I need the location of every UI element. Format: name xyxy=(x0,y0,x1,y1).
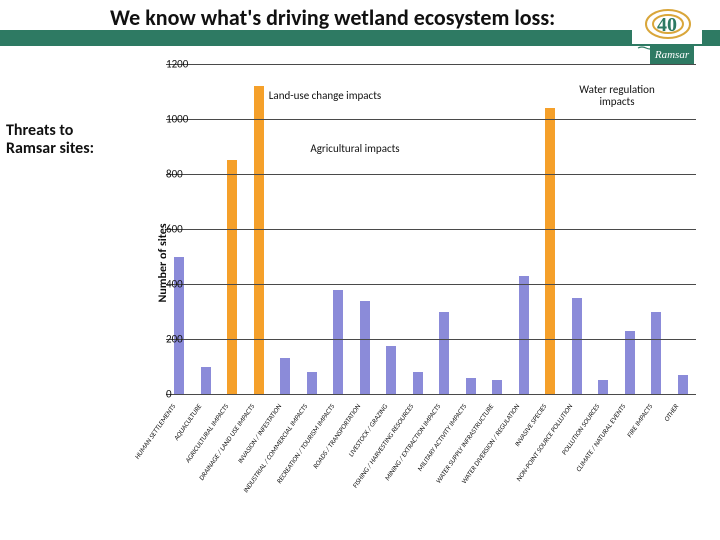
bar xyxy=(598,380,608,394)
slide-root: We know what's driving wetland ecosystem… xyxy=(0,0,720,540)
sidebar-title: Threats to Ramsar sites: xyxy=(6,122,126,159)
bar xyxy=(439,312,449,395)
bar xyxy=(254,86,264,394)
bar xyxy=(413,372,423,394)
bar xyxy=(360,301,370,395)
bar xyxy=(651,312,661,395)
bar xyxy=(280,358,290,394)
gridline xyxy=(166,339,696,340)
bar xyxy=(572,298,582,394)
annotation-land-use: Land-use change impacts xyxy=(250,90,400,102)
bar xyxy=(678,375,688,394)
bar xyxy=(625,331,635,394)
annotation-agricultural: Agricultural impacts xyxy=(290,143,420,155)
title-band xyxy=(0,30,720,46)
bar xyxy=(519,276,529,394)
gridline xyxy=(166,119,696,120)
gridline xyxy=(166,284,696,285)
bar xyxy=(307,372,317,394)
category-label: ROADS / TRANSPORTATION xyxy=(311,402,363,470)
svg-text:40: 40 xyxy=(657,14,677,36)
title-bar: We know what's driving wetland ecosystem… xyxy=(0,0,720,46)
bar xyxy=(545,108,555,394)
bar xyxy=(466,378,476,395)
plot-area xyxy=(166,64,696,394)
bar xyxy=(386,346,396,394)
gridline xyxy=(166,174,696,175)
bar xyxy=(201,367,211,395)
category-label: FIRE IMPACTS xyxy=(625,402,655,439)
category-label: OTHER xyxy=(662,402,680,423)
gridline xyxy=(166,64,696,65)
gridline xyxy=(166,394,696,395)
bar xyxy=(227,160,237,394)
annotation-water-regulation: Water regulation impacts xyxy=(562,84,672,108)
category-label: CLIMATE / NATURAL EVENTS xyxy=(574,402,628,473)
bar xyxy=(333,290,343,395)
threats-bar-chart: Number of sites 020040060080010001200 HU… xyxy=(130,58,706,468)
bar xyxy=(492,380,502,394)
gridline xyxy=(166,229,696,230)
category-label: MILITARY ACTIVITY IMPACTS xyxy=(416,402,469,473)
category-label: HUMAN SETTLEMENTS xyxy=(132,402,177,461)
slide-title: We know what's driving wetland ecosystem… xyxy=(110,4,555,31)
